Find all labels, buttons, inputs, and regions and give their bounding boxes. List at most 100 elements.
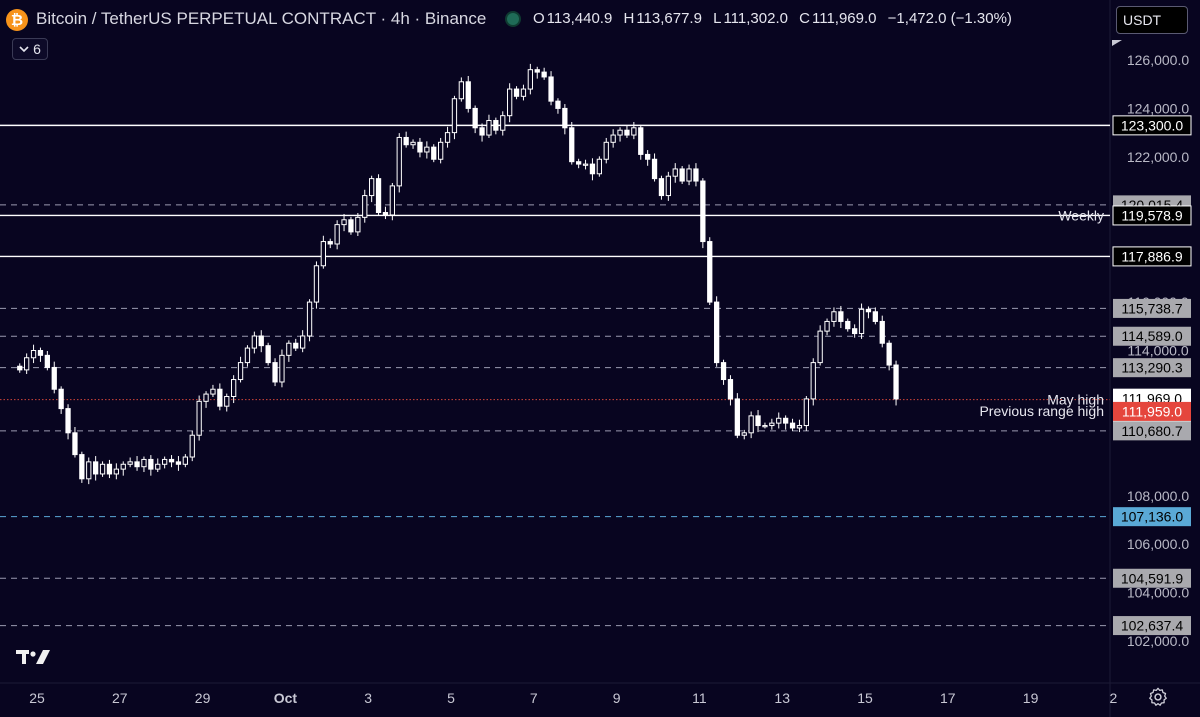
level-price-label-bg: [1113, 568, 1191, 588]
candle-body: [382, 212, 389, 216]
candle: [548, 71, 554, 106]
indicators-toggle-button[interactable]: 6: [12, 38, 48, 60]
candle-body: [286, 342, 292, 356]
candle-body: [51, 366, 57, 390]
candle: [617, 127, 623, 142]
candle-body: [244, 347, 251, 364]
candle: [624, 125, 630, 138]
candle: [479, 123, 485, 142]
candle: [769, 418, 775, 430]
candle: [231, 375, 237, 404]
candle-body: [582, 163, 589, 166]
level-price-label-bg: [1113, 298, 1191, 318]
gear-icon[interactable]: [1147, 686, 1169, 708]
candle: [596, 156, 602, 177]
time-tick-label: 17: [940, 690, 956, 706]
candle: [217, 383, 223, 411]
candle-body: [417, 141, 423, 153]
candle: [651, 153, 658, 182]
level-price-label: 119,578.9: [1121, 207, 1182, 223]
candle: [458, 77, 464, 102]
candle-body: [300, 335, 306, 349]
candle: [224, 393, 230, 412]
candle-body: [845, 320, 851, 330]
candle-body: [486, 120, 492, 136]
candle: [762, 422, 768, 429]
time-tick-label: 9: [613, 690, 621, 706]
level-price-label: 113,290.3: [1121, 360, 1182, 376]
level-tag-label: Previous range high: [979, 403, 1104, 419]
candle-body: [168, 458, 175, 463]
high-label: H: [623, 10, 635, 27]
candle: [417, 137, 423, 158]
candle-body: [162, 458, 168, 465]
candle: [603, 137, 609, 164]
candle: [86, 457, 92, 485]
open-value: 113,440.9: [546, 10, 613, 27]
candle-body: [562, 107, 568, 129]
chart-header: ₿ Bitcoin / TetherUS PERPETUAL CONTRACT …: [0, 0, 1110, 38]
candle: [424, 141, 430, 159]
currency-select[interactable]: USDT: [1116, 6, 1188, 34]
candle: [99, 461, 106, 477]
high-value: 113,677.9: [636, 10, 702, 27]
candle: [175, 456, 182, 471]
candle-body: [217, 388, 223, 407]
candle: [865, 306, 872, 319]
candle-body: [679, 168, 685, 182]
candle: [196, 395, 202, 441]
candle: [251, 331, 257, 354]
price-tick-label: 126,000.0: [1127, 52, 1189, 68]
candle: [44, 350, 50, 371]
bitcoin-icon[interactable]: ₿: [6, 9, 28, 31]
candle: [258, 330, 264, 353]
indicators-count: 6: [33, 41, 41, 57]
level-price-label-bg: [1113, 507, 1191, 527]
candle: [148, 455, 154, 476]
candle: [638, 124, 644, 160]
candle: [486, 114, 492, 138]
candle-body: [665, 175, 671, 197]
candle: [362, 189, 368, 223]
candle-body: [720, 362, 727, 381]
candle: [168, 455, 175, 468]
candle-body: [624, 129, 630, 136]
candle: [824, 318, 830, 336]
candle-body: [120, 463, 126, 470]
candle-body: [879, 320, 885, 344]
level-price-label-bg: [1112, 246, 1192, 267]
candle: [858, 303, 865, 339]
candle-body: [141, 458, 147, 468]
candle: [776, 412, 782, 429]
candle: [700, 178, 706, 249]
candle-body: [334, 224, 340, 245]
candle-body: [472, 107, 478, 129]
candle-body: [127, 461, 133, 465]
candle-body: [231, 379, 237, 397]
candle-body: [520, 88, 527, 97]
tradingview-logo-icon[interactable]: [16, 648, 52, 671]
candle-body: [155, 463, 161, 470]
candle: [500, 111, 506, 136]
symbol-title[interactable]: Bitcoin / TetherUS PERPETUAL CONTRACT · …: [36, 9, 487, 28]
candle-body: [72, 432, 78, 456]
candle-body: [465, 81, 471, 109]
time-tick-label: 7: [530, 690, 538, 706]
low-value: 111,302.0: [723, 10, 788, 27]
candle: [279, 349, 285, 388]
price-tick-label: 114,000.0: [1127, 343, 1188, 359]
low-label: L: [713, 10, 722, 27]
candle: [65, 404, 71, 440]
candle: [507, 83, 513, 123]
time-tick-label: Oct: [274, 690, 298, 706]
candle: [714, 296, 720, 367]
level-price-label-bg: [1112, 115, 1192, 136]
candle: [789, 418, 796, 431]
candle: [120, 461, 126, 476]
candle-body: [741, 432, 747, 436]
level-price-label: 114,589.0: [1121, 328, 1182, 344]
candle: [493, 117, 499, 135]
candle-body: [555, 100, 561, 109]
